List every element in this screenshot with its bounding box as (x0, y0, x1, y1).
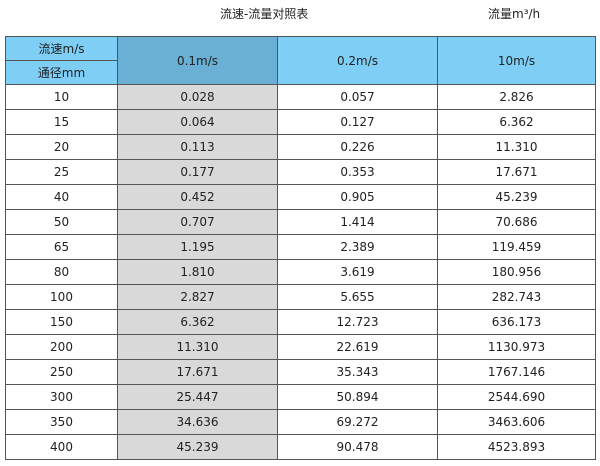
flow-cell: 1.810 (117, 259, 278, 285)
diameter-cell: 80 (5, 259, 118, 285)
table-row: 250 17.671 35.343 1767.146 (5, 359, 596, 385)
column-header: 10m/s (437, 36, 596, 85)
flow-cell: 2.826 (437, 84, 596, 110)
diameter-cell: 200 (5, 334, 118, 360)
velocity-header: 流速m/s (5, 36, 118, 61)
flow-cell: 45.239 (437, 184, 596, 210)
flow-cell: 2.389 (277, 234, 438, 260)
flow-cell: 1767.146 (437, 359, 596, 385)
flow-cell: 0.127 (277, 109, 438, 135)
flow-cell: 17.671 (117, 359, 278, 385)
flow-cell: 35.343 (277, 359, 438, 385)
flow-cell: 636.173 (437, 309, 596, 335)
flow-cell: 0.057 (277, 84, 438, 110)
table-title: 流速-流量对照表 (220, 7, 309, 21)
table-row: 10 0.028 0.057 2.826 (5, 84, 596, 110)
flow-cell: 25.447 (117, 384, 278, 410)
flow-cell: 119.459 (437, 234, 596, 260)
flow-cell: 50.894 (277, 384, 438, 410)
diameter-cell: 250 (5, 359, 118, 385)
diameter-cell: 350 (5, 409, 118, 435)
flow-cell: 0.177 (117, 159, 278, 185)
diameter-cell: 50 (5, 209, 118, 235)
flow-cell: 11.310 (437, 134, 596, 160)
table-row: 300 25.447 50.894 2544.690 (5, 384, 596, 410)
flow-cell: 2.827 (117, 284, 278, 310)
flow-cell: 2544.690 (437, 384, 596, 410)
flow-cell: 0.226 (277, 134, 438, 160)
flow-cell: 1.195 (117, 234, 278, 260)
flow-cell: 0.905 (277, 184, 438, 210)
flow-cell: 3463.606 (437, 409, 596, 435)
diameter-cell: 400 (5, 434, 118, 460)
column-header: 0.1m/s (117, 36, 278, 85)
table-row: 50 0.707 1.414 70.686 (5, 209, 596, 235)
column-header: 0.2m/s (277, 36, 438, 85)
flow-cell: 45.239 (117, 434, 278, 460)
flow-cell: 5.655 (277, 284, 438, 310)
table-row: 20 0.113 0.226 11.310 (5, 134, 596, 160)
table-row: 200 11.310 22.619 1130.973 (5, 334, 596, 360)
flow-cell: 3.619 (277, 259, 438, 285)
table-row: 80 1.810 3.619 180.956 (5, 259, 596, 285)
flow-cell: 0.064 (117, 109, 278, 135)
table-row: 150 6.362 12.723 636.173 (5, 309, 596, 335)
flow-cell: 34.636 (117, 409, 278, 435)
flow-cell: 1.414 (277, 209, 438, 235)
diameter-header: 通径mm (5, 60, 118, 85)
table-row: 400 45.239 90.478 4523.893 (5, 434, 596, 460)
flow-cell: 12.723 (277, 309, 438, 335)
flow-table: 流速m/s 0.1m/s 0.2m/s 10m/s 通径mm 10 0.028 0.… (5, 36, 596, 460)
flow-cell: 282.743 (437, 284, 596, 310)
flow-cell: 0.452 (117, 184, 278, 210)
flow-cell: 90.478 (277, 434, 438, 460)
diameter-cell: 10 (5, 84, 118, 110)
flow-cell: 6.362 (437, 109, 596, 135)
diameter-cell: 15 (5, 109, 118, 135)
flow-cell: 11.310 (117, 334, 278, 360)
table-row: 40 0.452 0.905 45.239 (5, 184, 596, 210)
table-row: 25 0.177 0.353 17.671 (5, 159, 596, 185)
flow-cell: 22.619 (277, 334, 438, 360)
diameter-cell: 20 (5, 134, 118, 160)
table-row: 15 0.064 0.127 6.362 (5, 109, 596, 135)
diameter-cell: 65 (5, 234, 118, 260)
diameter-cell: 100 (5, 284, 118, 310)
flow-cell: 17.671 (437, 159, 596, 185)
table-row: 65 1.195 2.389 119.459 (5, 234, 596, 260)
flow-cell: 180.956 (437, 259, 596, 285)
flow-cell: 4523.893 (437, 434, 596, 460)
flow-cell: 0.028 (117, 84, 278, 110)
flow-cell: 69.272 (277, 409, 438, 435)
diameter-cell: 150 (5, 309, 118, 335)
flow-cell: 0.353 (277, 159, 438, 185)
flow-cell: 0.707 (117, 209, 278, 235)
table-row: 350 34.636 69.272 3463.606 (5, 409, 596, 435)
flow-cell: 6.362 (117, 309, 278, 335)
unit-label: 流量m³/h (488, 7, 541, 21)
diameter-cell: 40 (5, 184, 118, 210)
diameter-cell: 25 (5, 159, 118, 185)
table-row: 100 2.827 5.655 282.743 (5, 284, 596, 310)
flow-cell: 1130.973 (437, 334, 596, 360)
flow-cell: 0.113 (117, 134, 278, 160)
flow-cell: 70.686 (437, 209, 596, 235)
diameter-cell: 300 (5, 384, 118, 410)
